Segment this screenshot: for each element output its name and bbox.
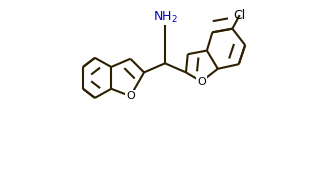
Text: O: O <box>126 91 135 101</box>
Text: O: O <box>197 76 206 87</box>
Text: Cl: Cl <box>234 9 246 22</box>
Text: NH$_2$: NH$_2$ <box>152 10 178 25</box>
